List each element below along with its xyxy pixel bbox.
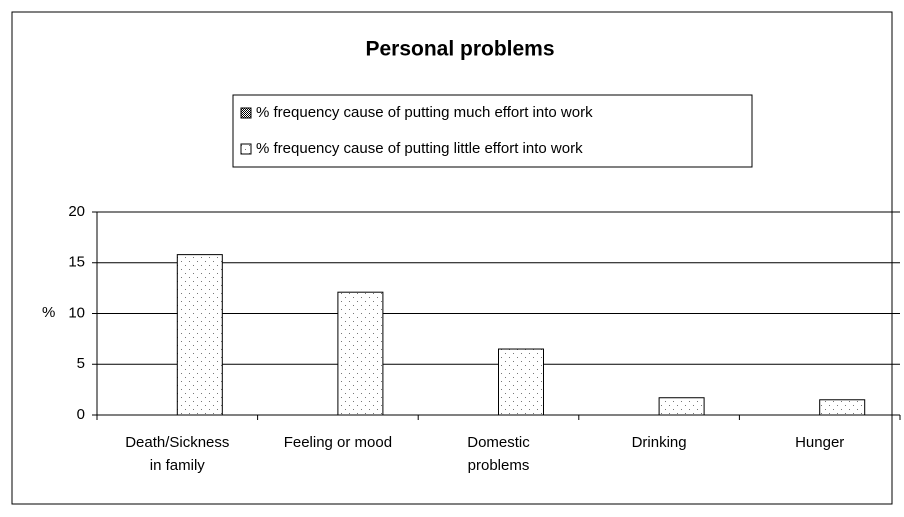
y-tick-label: 0 — [77, 406, 85, 423]
x-tick-label: Drinking — [632, 434, 687, 451]
bar — [819, 399, 866, 416]
legend-swatch — [240, 107, 252, 119]
legend-label: % frequency cause of putting little effo… — [256, 140, 583, 157]
bar — [498, 348, 544, 416]
legend — [232, 94, 753, 168]
legend-swatch — [240, 143, 252, 155]
y-tick-label: 15 — [68, 254, 85, 271]
chart-title: Personal problems — [365, 38, 554, 61]
y-tick-label: 20 — [68, 203, 85, 220]
bar — [176, 254, 223, 416]
x-tick-label: Domestic problems — [467, 434, 530, 474]
y-tick-label: 10 — [68, 304, 85, 321]
chart-border — [11, 11, 893, 505]
y-axis-label: % — [42, 304, 55, 321]
bar — [658, 397, 705, 416]
x-tick-label: Feeling or mood — [284, 434, 392, 451]
x-tick-label: Death/Sickness in family — [125, 434, 229, 474]
x-tick-label: Hunger — [795, 434, 844, 451]
bar — [337, 291, 384, 416]
y-tick-label: 5 — [77, 355, 85, 372]
legend-label: % frequency cause of putting much effort… — [256, 104, 593, 121]
